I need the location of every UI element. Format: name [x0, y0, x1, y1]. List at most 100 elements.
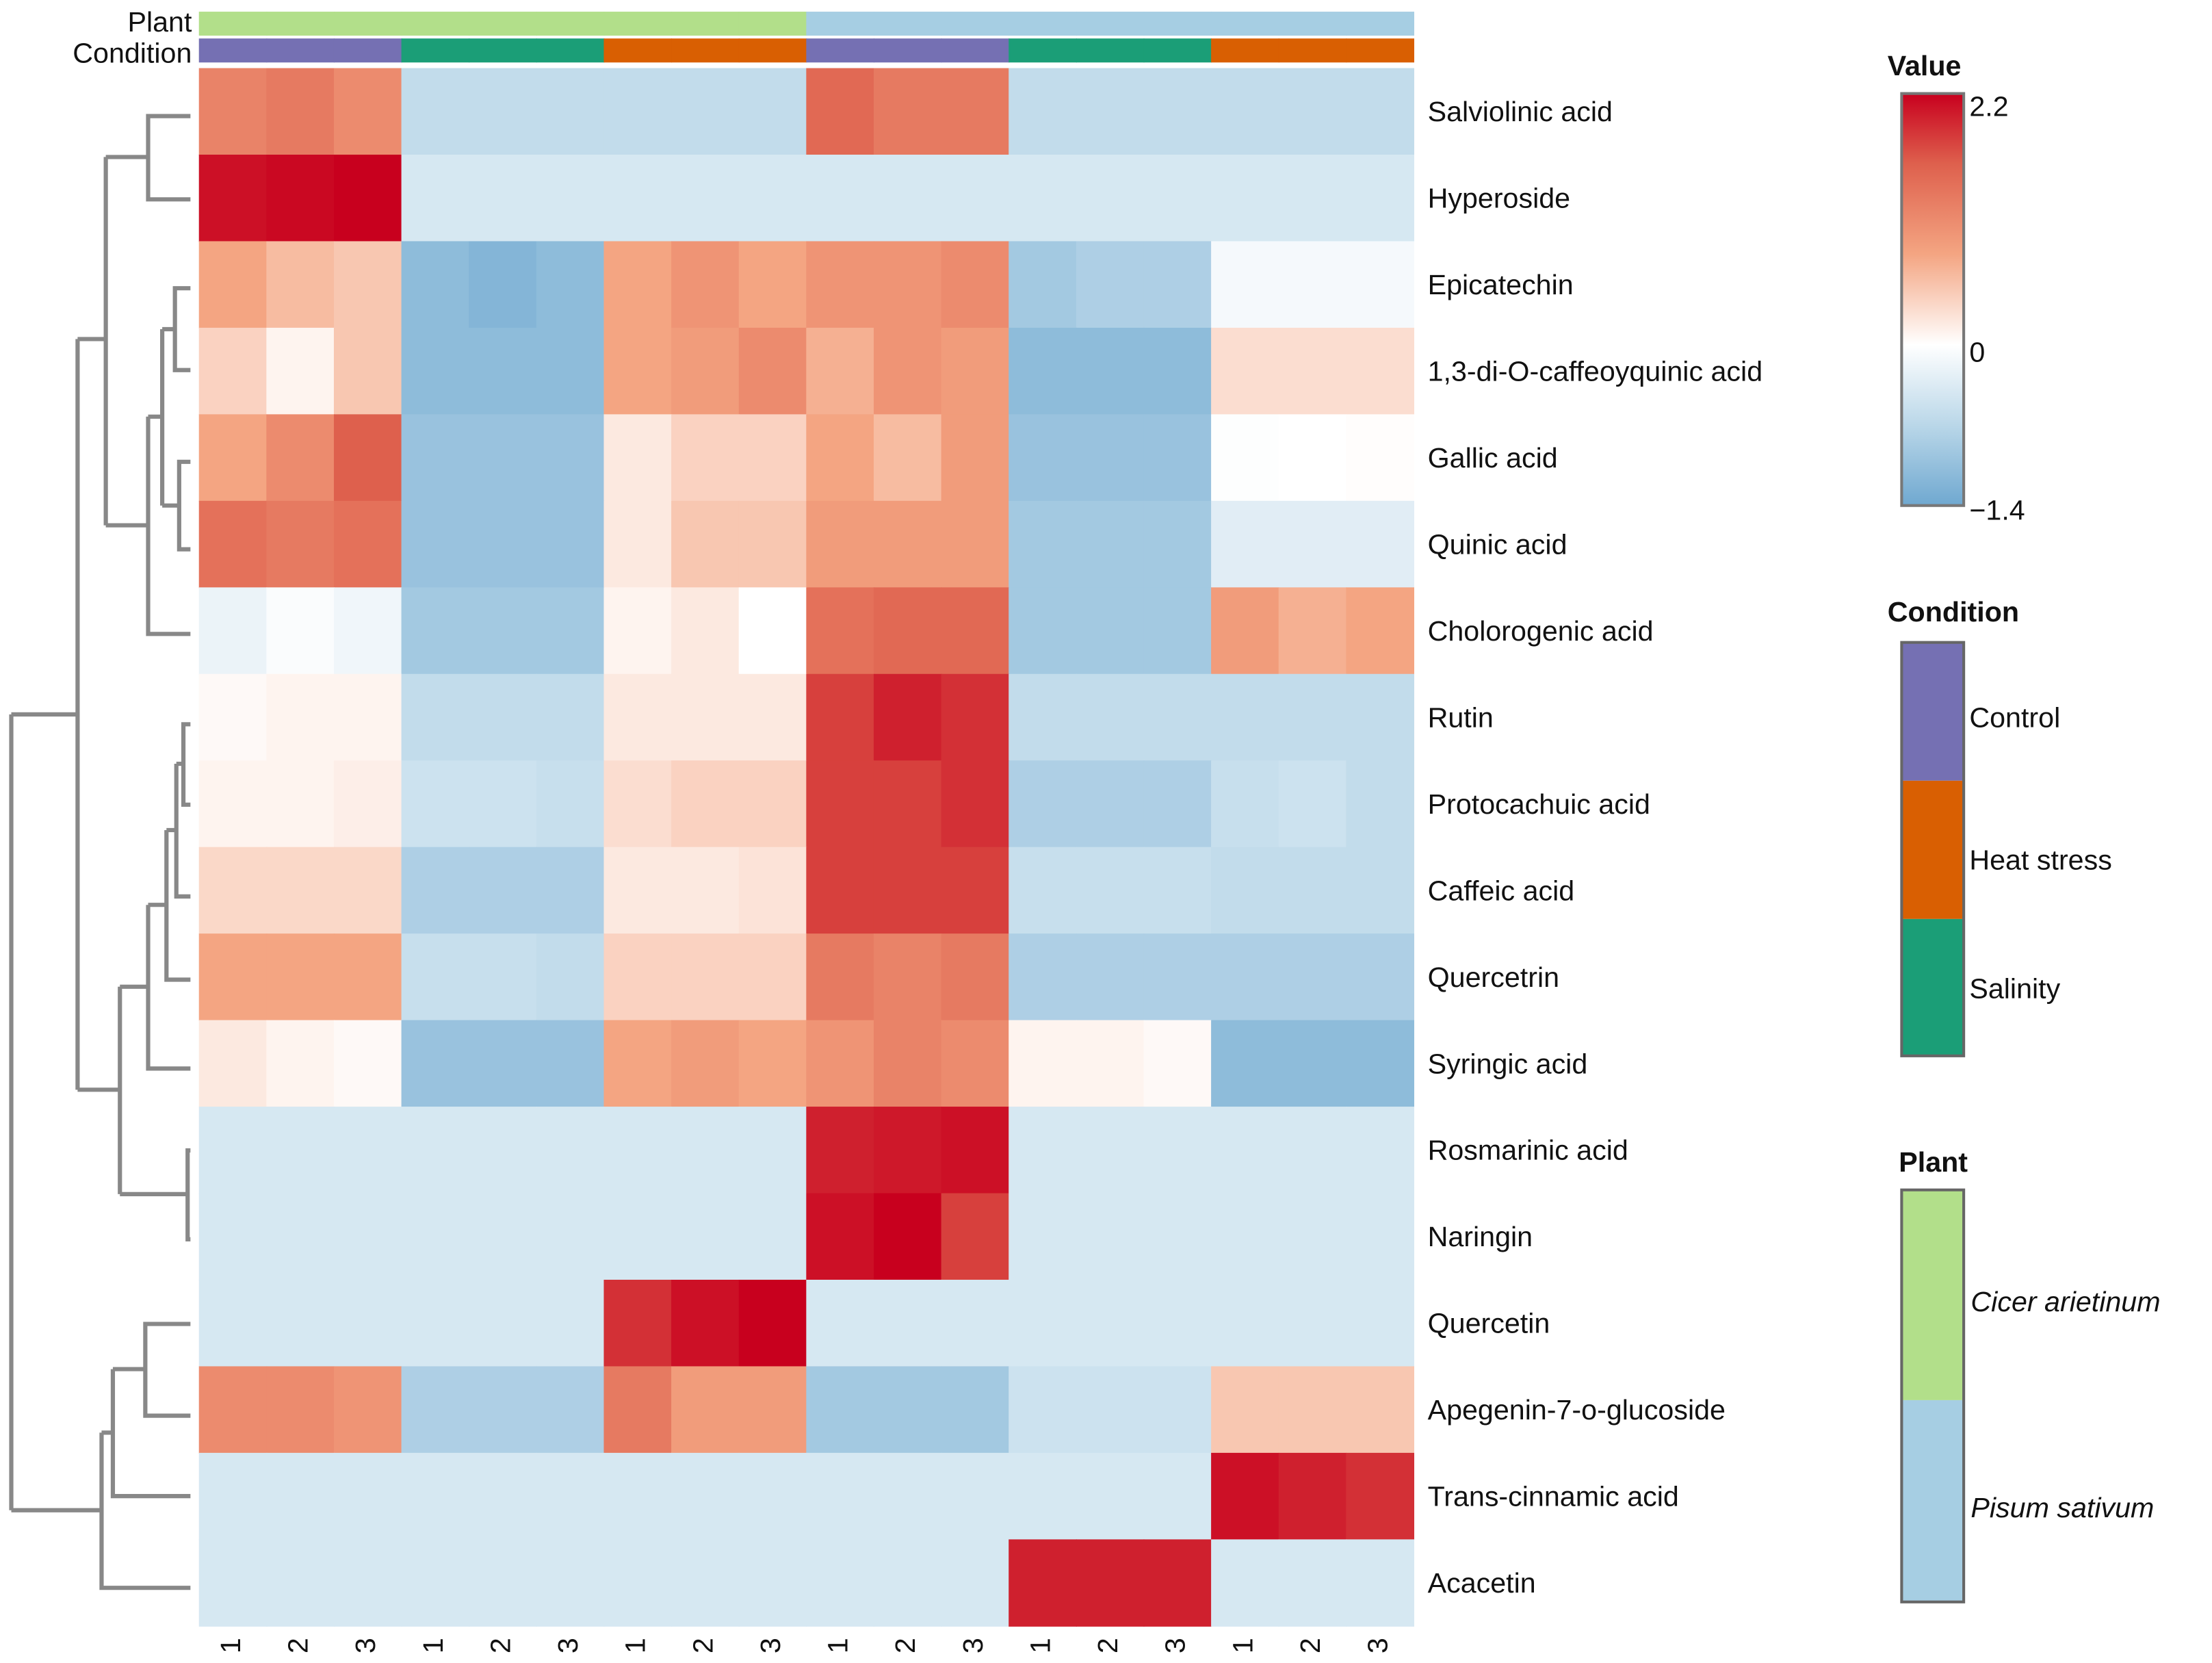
heatmap-cell: [1143, 1452, 1212, 1540]
heatmap-cell: [1278, 414, 1347, 502]
heatmap-cell: [1278, 1020, 1347, 1108]
heatmap-cell: [1009, 847, 1077, 935]
heatmap-cell: [1346, 933, 1415, 1021]
condition-annotation-cell: [738, 38, 807, 63]
heatmap-cell: [873, 1366, 942, 1454]
heatmap-cell: [401, 587, 470, 675]
heatmap-cell: [806, 1279, 875, 1367]
heatmap-cell: [873, 1279, 942, 1367]
heatmap-cell: [738, 1366, 807, 1454]
row-label: Quercetin: [1428, 1308, 1550, 1339]
heatmap-cell: [1278, 241, 1347, 328]
heatmap-cell: [1076, 1020, 1145, 1108]
heatmap-cell: [1143, 241, 1212, 328]
heatmap-cell: [198, 1539, 268, 1627]
heatmap-cell: [671, 327, 740, 415]
heatmap-cell: [738, 760, 807, 848]
row-label: 1,3-di-O-caffeoyquinic acid: [1428, 356, 1763, 387]
heatmap-cell: [806, 933, 875, 1021]
heatmap-cell: [806, 760, 875, 848]
heatmap-cell: [469, 673, 537, 762]
heatmap-cell: [1143, 327, 1212, 415]
heatmap-cell: [873, 500, 942, 589]
value-colorbar: [1900, 92, 1966, 507]
heatmap-cell: [1076, 414, 1145, 502]
heatmap-cell: [941, 760, 1010, 848]
heatmap-cell: [401, 760, 470, 848]
column-tick-label: 1: [822, 1638, 854, 1653]
legend-swatch-salinity: [1901, 918, 1964, 1056]
condition-annotation-cell: [266, 38, 335, 63]
column-tick-label: 2: [687, 1638, 718, 1653]
plant-annotation-cell: [738, 12, 807, 36]
heatmap-cell: [469, 500, 537, 589]
plant-legend-border: [1900, 1188, 1966, 1603]
row-label: Protocachuic acid: [1428, 788, 1650, 820]
heatmap-cell: [671, 1107, 740, 1194]
heatmap-cell: [1211, 847, 1279, 935]
heatmap-cell: [1076, 1366, 1145, 1454]
column-tick-label: 3: [1362, 1638, 1394, 1653]
heatmap-cell: [738, 154, 807, 242]
heatmap-cell: [198, 587, 268, 675]
condition-legend-border: [1900, 641, 1966, 1057]
heatmap-cell: [401, 1193, 470, 1281]
heatmap-cell: [1076, 154, 1145, 242]
heatmap-cell: [1346, 1107, 1415, 1194]
heatmap-cell: [873, 1107, 942, 1194]
heatmap-cell: [536, 241, 605, 328]
heatmap-cell: [333, 1020, 402, 1108]
heatmap-cell: [873, 1452, 942, 1540]
legend-swatch-cicer: [1901, 1189, 1964, 1400]
heatmap-cell: [738, 414, 807, 502]
legend-label-cicer: Cicer arietinum: [1970, 1286, 2160, 1317]
heatmap-cell: [266, 241, 335, 328]
condition-annotation-cell: [806, 38, 875, 63]
heatmap-cell: [671, 241, 740, 328]
heatmap-cell: [1009, 587, 1077, 675]
heatmap-cell: [536, 587, 605, 675]
heatmap-cell: [1143, 154, 1212, 242]
heatmap-cell: [671, 1279, 740, 1367]
heatmap-cell: [1009, 500, 1077, 589]
condition-annotation-cell: [198, 38, 268, 63]
heatmap-cell: [738, 847, 807, 935]
heatmap-cell: [536, 500, 605, 589]
legend-swatch-control: [1901, 642, 1964, 781]
heatmap-cell: [1076, 1193, 1145, 1281]
heatmap-cell: [333, 673, 402, 762]
heatmap-cell: [198, 1193, 268, 1281]
heatmap-cell: [941, 68, 1010, 156]
heatmap-cell: [536, 1452, 605, 1540]
heatmap-cell: [873, 1193, 942, 1281]
heatmap-cell: [536, 847, 605, 935]
heatmap-cell: [401, 673, 470, 762]
heatmap-cell: [806, 587, 875, 675]
heatmap-cell: [198, 1366, 268, 1454]
heatmap-cell: [941, 327, 1010, 415]
column-tick-label: 2: [1294, 1638, 1326, 1653]
heatmap-cell: [333, 241, 402, 328]
heatmap-cell: [401, 68, 470, 156]
column-tick-label: 3: [552, 1638, 584, 1653]
heatmap-cell: [873, 933, 942, 1021]
heatmap-cell: [198, 241, 268, 328]
plant-annotation-cell: [1278, 12, 1347, 36]
heatmap-cell: [941, 1366, 1010, 1454]
column-tick-label: 2: [283, 1638, 314, 1653]
heatmap-cell: [333, 1279, 402, 1367]
heatmap-cell: [1143, 1107, 1212, 1194]
heatmap-cell: [806, 414, 875, 502]
heatmap-cell: [1278, 1193, 1347, 1281]
heatmap-cell: [1076, 673, 1145, 762]
heatmap-cell: [738, 500, 807, 589]
heatmap-cell: [1143, 414, 1212, 502]
heatmap-cell: [941, 847, 1010, 935]
column-tick-label: 1: [417, 1638, 449, 1653]
column-annotations: [198, 12, 1415, 63]
heatmap-cell: [1009, 1279, 1077, 1367]
plant-annotation-cell: [1143, 12, 1212, 36]
heatmap-cell: [198, 154, 268, 242]
heatmap-cell: [806, 1020, 875, 1108]
